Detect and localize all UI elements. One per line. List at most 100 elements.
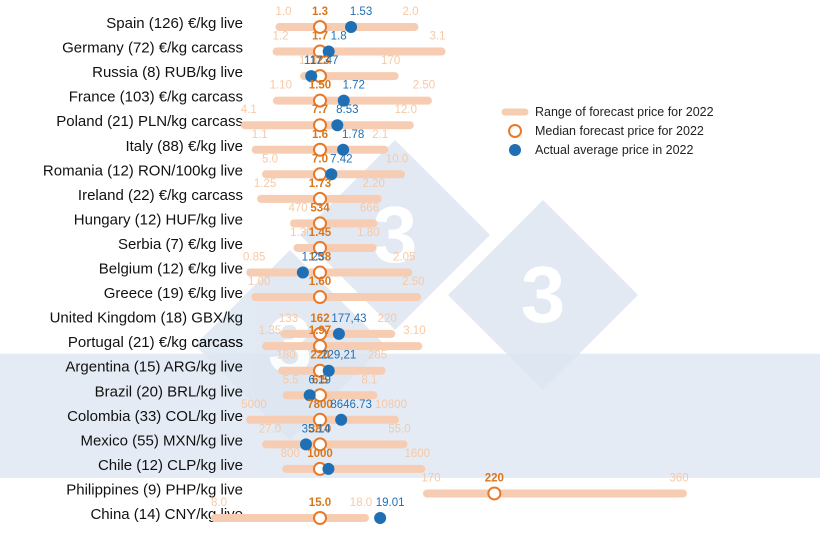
row-label-hungary-12-huf-kg-live: Hungary (12) HUF/kg live (74, 211, 243, 228)
actual-label: 1.78 (342, 129, 364, 141)
actual-label: 19.01 (376, 497, 405, 509)
actual-marker (374, 512, 387, 524)
row-chile-12-clp-kg-live: 800 1600 1000 (281, 448, 430, 476)
median-marker (313, 191, 327, 206)
actual-marker (305, 70, 318, 83)
row-label-portugal-21-kg-carcass: Portugal (21) €/kg carcass (68, 334, 243, 351)
median-label: 1000 (307, 448, 333, 460)
row-label-argentina-15-arg-kg-live: Argentina (15) ARG/kg live (65, 359, 243, 376)
range-max-label: 220 (378, 313, 397, 325)
legend-label-range: Range of forecast price for 2022 (535, 105, 714, 119)
row-label-poland-21-pln-kg-carcass: Poland (21) PLN/kg carcass (56, 113, 243, 130)
actual-marker (337, 143, 350, 156)
range-max-label: 2.1 (372, 129, 388, 141)
range-max-label: 10.0 (386, 153, 408, 165)
actual-marker (322, 45, 335, 58)
median-label: 220 (485, 472, 504, 484)
median-label: 1.45 (309, 227, 332, 239)
row-label-greece-19-kg-live: Greece (19) €/kg live (104, 285, 243, 302)
legend-label-actual: Actual average price in 2022 (535, 143, 693, 157)
range-max-label: 3.1 (430, 31, 446, 43)
row-brazil-20-brl-kg-live: 5.5 8.1 6.56.19 (282, 374, 378, 403)
legend-swatch-actual (509, 144, 521, 156)
latin-america-band (0, 353, 820, 478)
actual-label: 117.47 (304, 55, 338, 67)
range-max-label: 18.0 (350, 497, 372, 509)
median-label: 1.38 (309, 252, 332, 264)
range-min-label: 1.0 (276, 6, 292, 18)
legend: Range of forecast price for 2022 Median f… (501, 105, 714, 157)
row-label-serbia-7-kg-live: Serbia (7) €/kg live (118, 236, 243, 253)
actual-marker (337, 94, 350, 107)
range-max-label: 2.50 (413, 80, 435, 92)
actual-label: 1.53 (350, 6, 372, 18)
range-min-label: 1.2 (273, 31, 289, 43)
range-min-label: 5.5 (283, 374, 299, 386)
row-romania-12-ron-100kg-live: 5.0 10.0 7.0 7.42 (262, 153, 408, 182)
median-marker (313, 437, 327, 452)
row-label-united-kingdom-18-gbx-kg-carcass-line2: carcass (191, 334, 243, 351)
range-min-label: 470 (288, 202, 307, 214)
range-min-label: 1.1 (252, 129, 268, 141)
actual-label: 8.53 (336, 104, 358, 116)
legend-swatch-median (508, 124, 522, 138)
row-label-colombia-33-col-kg-live: Colombia (33) COL/kg live (67, 408, 243, 425)
range-min-label: 4.1 (241, 104, 257, 116)
median-marker (313, 290, 327, 305)
range-max-label: 10800 (375, 399, 407, 411)
range-max-label: 2.05 (393, 252, 415, 264)
actual-label: 1.8 (331, 31, 347, 43)
row-portugal-21-kg-carcass: 1.35 3.10 1.97 (259, 325, 426, 354)
actual-label: 1.72 (343, 80, 365, 92)
median-marker (313, 240, 327, 255)
row-spain-126-kg-live: 1.0 2.0 1.3 1.53 (275, 6, 419, 34)
row-label-china-14-cny-kg-live: China (14) CNY/kg live (90, 506, 243, 523)
range-min-label: 5.0 (262, 153, 278, 165)
actual-label: 7.42 (330, 153, 352, 165)
median-label: 15.0 (309, 497, 331, 509)
range-max-label: 3.10 (403, 325, 425, 337)
range-min-label: 180 (277, 350, 296, 362)
actual-marker (322, 364, 335, 377)
row-label-russia-8-rub-kg-live: Russia (8) RUB/kg live (92, 64, 243, 81)
median-marker (313, 412, 327, 427)
actual-label: 35.14 (302, 423, 331, 435)
row-italy-88-kg-live: 1.1 2.1 1.6 1.78 (251, 129, 389, 157)
range-min-label: 1.25 (254, 178, 276, 190)
median-label: 220 (310, 350, 329, 362)
row-label-belgium-12-kg-live: Belgium (12) €/kg live (99, 261, 243, 278)
chart-marks: 1.0 2.0 1.3 1.53 1.2 3.1 1.7 1.8 113 170 123117.47… (211, 6, 689, 525)
row-hungary-12-huf-kg-live: 470 666 534 (288, 202, 379, 231)
range-min-label: 27.0 (259, 423, 281, 435)
range-max-label: 2.50 (402, 276, 424, 288)
row-labels: Spain (126) €/kg live Germany (72) €/kg c… (43, 15, 243, 523)
row-label-chile-12-clp-kg-live: Chile (12) CLP/kg live (98, 457, 243, 474)
median-label: 1.7 (312, 31, 328, 43)
median-marker (313, 216, 327, 231)
range-min-label: 0.85 (243, 252, 265, 264)
row-label-germany-72-kg-carcass: Germany (72) €/kg carcass (62, 40, 243, 57)
actual-marker (335, 413, 348, 426)
range-max-label: 1.80 (357, 227, 379, 239)
range-max-label: 8.1 (361, 374, 377, 386)
range-max-label: 170 (381, 55, 400, 67)
median-marker (313, 118, 327, 133)
median-marker (313, 339, 327, 354)
actual-marker (296, 266, 309, 279)
median-label: 123 (310, 55, 329, 67)
row-label-romania-12-ron-100kg-live: Romania (12) RON/100kg live (43, 162, 243, 179)
row-greece-19-kg-live: 1.00 2.50 1.60 (248, 276, 424, 305)
actual-marker (332, 327, 345, 340)
median-marker (313, 93, 327, 108)
actual-label: 229,21 (321, 350, 356, 362)
row-label-philippines-9-php-kg-live: Philippines (9) PHP/kg live (66, 481, 243, 498)
actual-marker (299, 438, 312, 451)
actual-marker (322, 462, 335, 475)
actual-label: 8646.73 (330, 399, 372, 411)
median-marker (313, 511, 327, 525)
range-max-label: 12.0 (395, 104, 417, 116)
range-max-label: 2.0 (403, 6, 419, 18)
row-philippines-9-php-kg-live: 170 360 220 (421, 472, 689, 501)
